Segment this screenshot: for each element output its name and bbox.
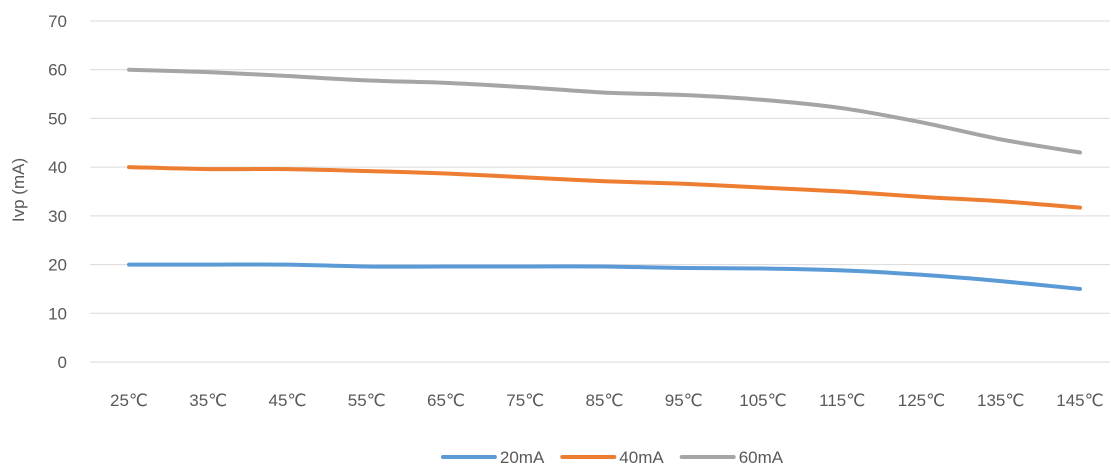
x-tick-label: 95℃ bbox=[665, 391, 703, 410]
legend-label: 60mA bbox=[739, 448, 784, 467]
series-lines bbox=[127, 67, 1082, 291]
x-tick-label: 45℃ bbox=[268, 391, 306, 410]
x-tick-label: 145℃ bbox=[1056, 391, 1103, 410]
y-tick-label: 40 bbox=[48, 158, 67, 177]
y-tick-label: 60 bbox=[48, 61, 67, 80]
legend-item-40mA: 40mA bbox=[560, 448, 664, 467]
legend-item-20mA: 20mA bbox=[440, 448, 545, 467]
y-tick-label: 10 bbox=[48, 304, 67, 323]
x-tick-label: 105℃ bbox=[739, 391, 786, 410]
x-axis-ticks: 25℃ 35℃ 45℃ 55℃ 65℃ 75℃ 85℃ 95℃ 105℃ 115℃ 125℃ 135℃… bbox=[110, 391, 1104, 410]
x-tick-label: 75℃ bbox=[506, 391, 544, 410]
legend-label: 40mA bbox=[619, 448, 664, 467]
series-line-40mA bbox=[127, 165, 1082, 210]
y-tick-label: 50 bbox=[48, 109, 67, 128]
x-tick-label: 125℃ bbox=[898, 391, 945, 410]
y-axis-title: Ivp (mA) bbox=[9, 158, 28, 222]
y-tick-label: 20 bbox=[48, 256, 67, 275]
legend: 20mA 40mA 60mA bbox=[440, 448, 784, 467]
x-tick-label: 85℃ bbox=[585, 391, 623, 410]
y-axis-ticks: 0 10 20 30 40 50 60 70 bbox=[48, 12, 67, 372]
y-tick-label: 30 bbox=[48, 207, 67, 226]
series-line-20mA bbox=[127, 262, 1082, 291]
y-tick-label: 0 bbox=[58, 353, 67, 372]
x-tick-label: 115℃ bbox=[819, 391, 865, 410]
legend-item-60mA: 60mA bbox=[679, 448, 784, 467]
x-tick-label: 35℃ bbox=[189, 391, 227, 410]
x-tick-label: 25℃ bbox=[110, 391, 148, 410]
legend-label: 20mA bbox=[500, 448, 545, 467]
y-tick-label: 70 bbox=[48, 12, 67, 31]
x-tick-label: 65℃ bbox=[427, 391, 465, 410]
x-tick-label: 135℃ bbox=[977, 391, 1024, 410]
x-tick-label: 55℃ bbox=[348, 391, 386, 410]
series-line-60mA bbox=[127, 67, 1082, 155]
